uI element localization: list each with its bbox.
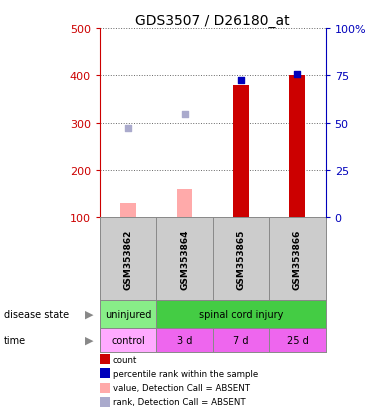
- Text: GSM353862: GSM353862: [124, 229, 132, 289]
- Bar: [233, 85, 249, 218]
- Text: 3 d: 3 d: [177, 335, 192, 345]
- Point: [238, 78, 244, 84]
- Text: ▶: ▶: [85, 335, 94, 345]
- Text: control: control: [111, 335, 145, 345]
- Text: GSM353865: GSM353865: [236, 229, 245, 289]
- Point: [295, 71, 300, 78]
- Bar: [120, 204, 136, 218]
- Text: value, Detection Call = ABSENT: value, Detection Call = ABSENT: [113, 383, 250, 392]
- Text: rank, Detection Call = ABSENT: rank, Detection Call = ABSENT: [113, 397, 245, 406]
- Text: disease state: disease state: [4, 309, 69, 319]
- Text: ▶: ▶: [85, 309, 94, 319]
- Text: GSM353866: GSM353866: [293, 229, 302, 289]
- Text: spinal cord injury: spinal cord injury: [199, 309, 283, 319]
- Text: time: time: [4, 335, 26, 345]
- Point: [125, 126, 131, 133]
- Text: 7 d: 7 d: [233, 335, 249, 345]
- Bar: [213, 328, 269, 352]
- Text: uninjured: uninjured: [105, 309, 151, 319]
- Point: [182, 112, 188, 118]
- Bar: [289, 76, 305, 218]
- Text: count: count: [113, 355, 137, 364]
- Bar: [157, 328, 213, 352]
- Text: 25 d: 25 d: [286, 335, 308, 345]
- Title: GDS3507 / D26180_at: GDS3507 / D26180_at: [135, 14, 290, 28]
- Text: GSM353864: GSM353864: [180, 229, 189, 289]
- Bar: [269, 328, 326, 352]
- Bar: [100, 328, 157, 352]
- Bar: [176, 190, 192, 218]
- Text: percentile rank within the sample: percentile rank within the sample: [113, 369, 258, 378]
- Bar: [157, 300, 326, 328]
- Bar: [100, 300, 157, 328]
